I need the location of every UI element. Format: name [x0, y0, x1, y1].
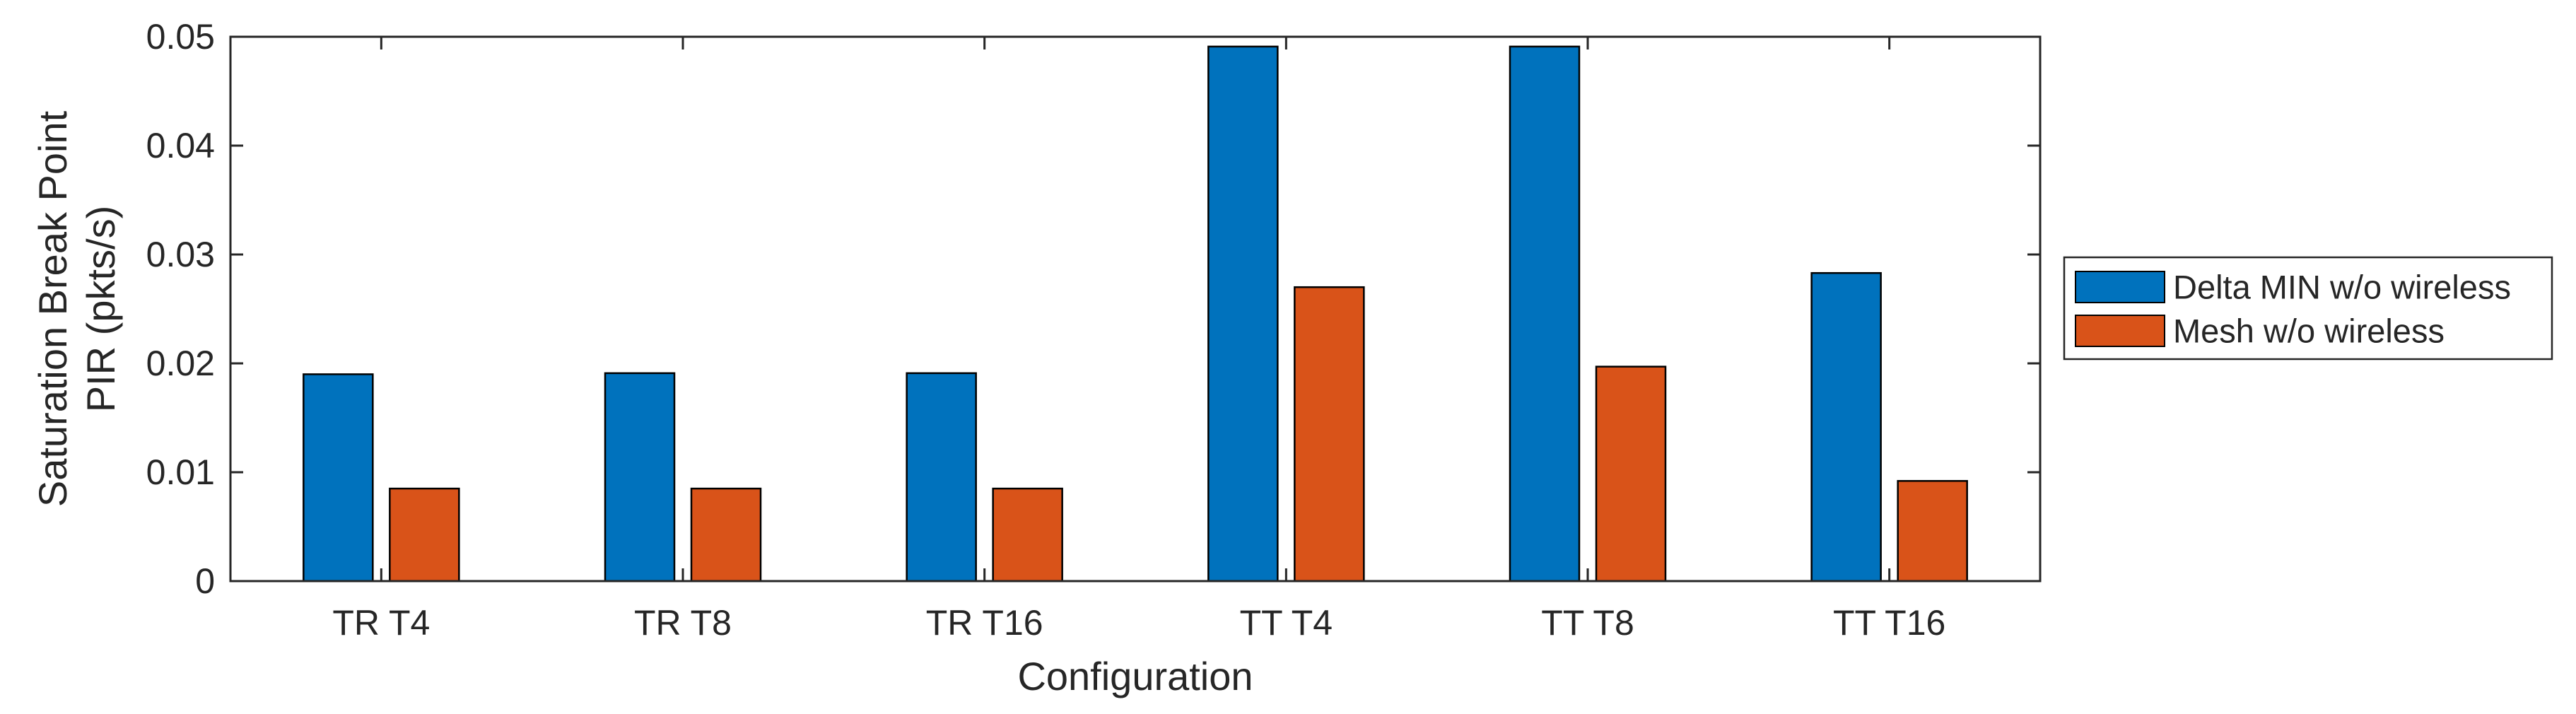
x-tick-label-tr-t4: TR T4 [332, 603, 430, 643]
y-tick-label: 0.05 [146, 17, 215, 57]
bar-delta-min-w-o-wireless-tt-t16 [1810, 271, 1882, 583]
bar-delta-min-w-o-wireless-tr-t4 [303, 373, 374, 583]
bar-delta-min-w-o-wireless-tt-t8 [1509, 45, 1581, 583]
y-tick-label: 0.01 [146, 452, 215, 492]
x-axis-label: Configuration [1017, 654, 1253, 698]
legend-label-mesh: Mesh w/o wireless [2173, 312, 2445, 350]
bar-mesh-w-o-wireless-tr-t8 [690, 487, 762, 583]
x-tick-label-tr-t16: TR T16 [926, 603, 1043, 643]
legend-label-delta-min: Delta MIN w/o wireless [2173, 269, 2511, 306]
y-tick-label: 0.02 [146, 344, 215, 383]
legend-swatch-delta-min [2075, 271, 2165, 303]
bars-group [303, 45, 1968, 583]
plot-area-frame [229, 35, 2042, 583]
y-axis-label-line-2: PIR (pkts/s) [78, 206, 123, 412]
y-tick-label: 0.04 [146, 126, 215, 165]
bar-mesh-w-o-wireless-tr-t4 [389, 487, 460, 583]
bar-mesh-w-o-wireless-tt-t4 [1294, 286, 1365, 583]
bar-mesh-w-o-wireless-tt-t8 [1595, 365, 1667, 583]
bar-delta-min-w-o-wireless-tr-t16 [906, 372, 977, 583]
bar-delta-min-w-o-wireless-tt-t4 [1207, 45, 1279, 583]
y-tick-label: 0.03 [146, 235, 215, 274]
y-axis-label-line-1: Saturation Break Point [30, 110, 75, 507]
x-tick-label-tt-t4: TT T4 [1240, 603, 1333, 643]
legend: Delta MIN w/o wireless Mesh w/o wireless [2063, 256, 2553, 361]
x-tick-labels: TR T4 TR T8 TR T16 TT T4 TT T8 TT T16 [332, 603, 1945, 643]
legend-swatch-mesh [2075, 315, 2165, 347]
bar-mesh-w-o-wireless-tr-t16 [992, 487, 1063, 583]
x-tick-label-tt-t8: TT T8 [1541, 603, 1634, 643]
x-tick-label-tr-t8: TR T8 [634, 603, 732, 643]
y-tick-label: 0 [195, 561, 215, 601]
x-tick-label-tt-t16: TT T16 [1833, 603, 1945, 643]
bar-mesh-w-o-wireless-tt-t16 [1897, 480, 1968, 583]
bar-delta-min-w-o-wireless-tr-t8 [604, 372, 676, 583]
y-tick-labels: 0 0.01 0.02 0.03 0.04 0.05 [146, 17, 215, 601]
